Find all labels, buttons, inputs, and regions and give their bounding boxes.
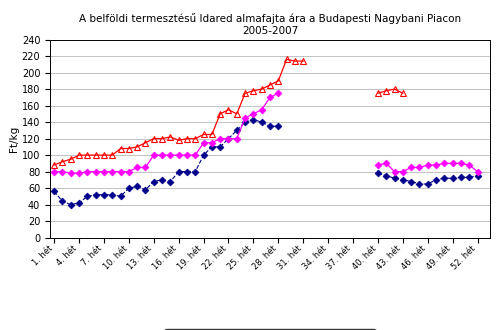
- Legend: 2005, 2006, 2007: 2005, 2006, 2007: [164, 329, 376, 330]
- Title: A belföldi termesztésű Idared almafajta ára a Budapesti Nagybani Piacon
2005-200: A belföldi termesztésű Idared almafajta …: [79, 14, 461, 36]
- Y-axis label: Ft/kg: Ft/kg: [9, 125, 19, 152]
